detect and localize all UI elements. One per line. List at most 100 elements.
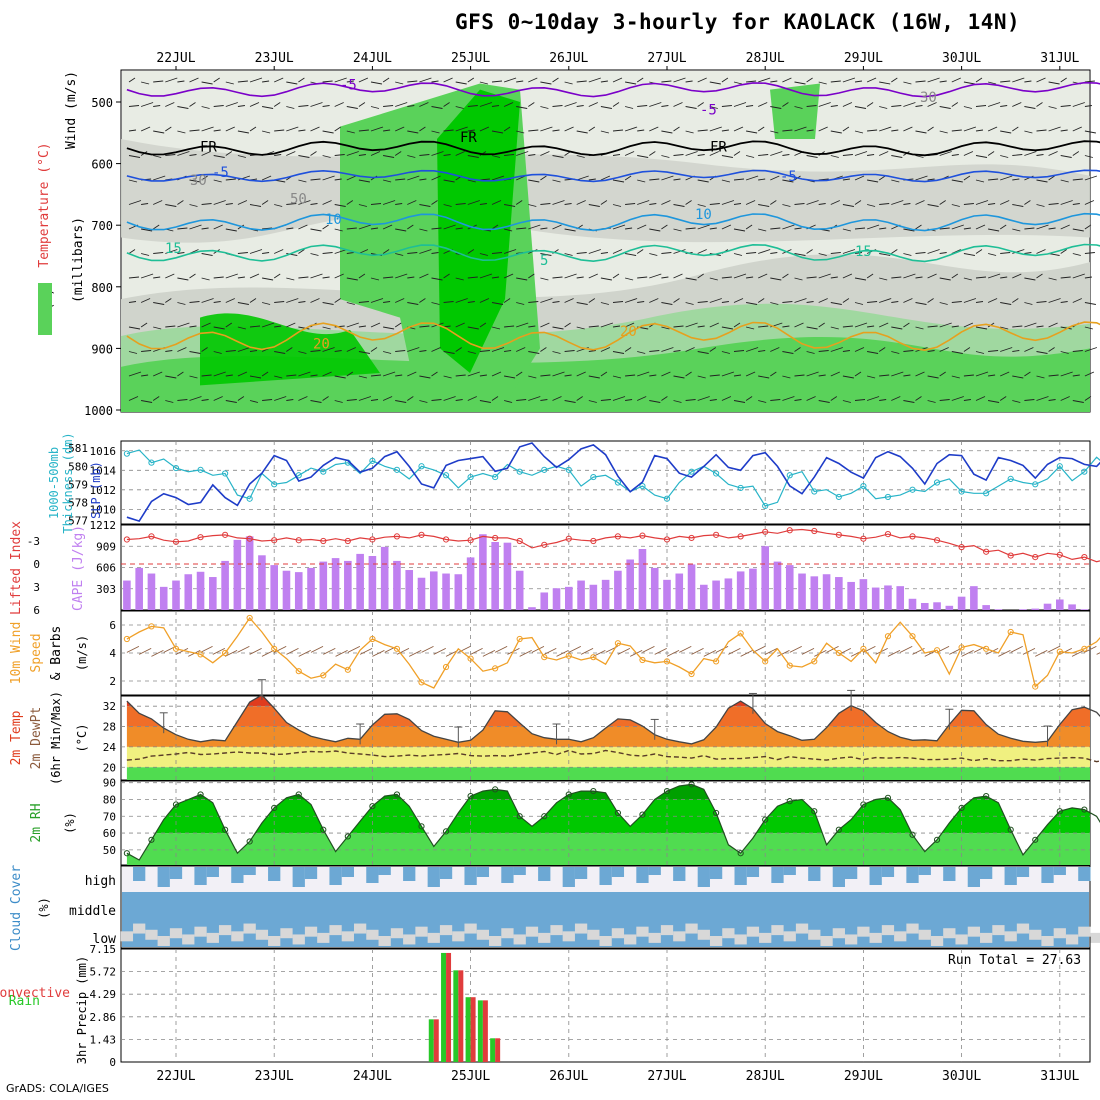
wind-barb — [963, 81, 975, 85]
cloud-high-cell — [133, 867, 146, 881]
surface-wind-barb — [519, 649, 532, 657]
wind-barb — [673, 298, 680, 303]
wind-barb — [661, 130, 673, 134]
cape-bar — [209, 577, 217, 610]
wind-barb — [625, 81, 637, 85]
wind-barb — [1000, 276, 1008, 279]
lifted-index-series-point — [295, 537, 302, 544]
lifted-index-series-point — [442, 536, 450, 543]
wind-barb — [939, 106, 951, 109]
cape-bar — [466, 557, 475, 610]
wind-barb — [261, 130, 271, 134]
wind-barb — [552, 396, 562, 401]
wind-barb — [624, 151, 635, 156]
precip-convective-bar — [470, 997, 476, 1062]
wind-barb — [201, 277, 210, 281]
cape-bar — [479, 534, 487, 610]
wind-barb — [140, 322, 148, 328]
lifted-index-series — [126, 528, 1100, 563]
wind-barb — [322, 130, 334, 134]
contour-label: 10 — [325, 212, 342, 228]
wind-barb — [528, 375, 537, 379]
wind-barb — [153, 200, 163, 205]
wind-barb — [891, 326, 903, 330]
wind-barb — [395, 400, 407, 403]
wind-barb — [927, 298, 934, 303]
wind-barb — [637, 129, 645, 132]
wind-barb — [261, 175, 272, 181]
wind-barb — [455, 277, 464, 281]
y-tick-label-upper: 900 — [91, 342, 113, 356]
wind-barb — [503, 228, 513, 232]
wind-barb — [625, 374, 636, 377]
wind-barb — [298, 396, 308, 401]
wind-barb — [419, 178, 427, 181]
wind-barb — [758, 228, 767, 232]
wind-barb — [443, 375, 452, 379]
wind-barb — [262, 106, 274, 109]
wind-barb — [745, 326, 755, 330]
rh-tick-label: 60 — [103, 827, 116, 840]
cape-bar — [675, 573, 684, 610]
cape-bar — [294, 572, 303, 610]
wind-barb — [733, 178, 745, 181]
cloud-high-cell — [943, 867, 956, 881]
wind-barb — [177, 277, 189, 281]
cloud-high-cell — [881, 867, 895, 877]
wind-barb — [431, 347, 441, 352]
wind-barb — [237, 252, 248, 254]
lifted-index-series-point — [663, 536, 671, 543]
wind-barb — [213, 276, 224, 279]
wind-barb — [1060, 179, 1069, 183]
wind-barb — [600, 130, 610, 134]
wind-barb — [891, 351, 900, 354]
wind-barb — [830, 347, 843, 352]
ylabel-millibars: (millibars) — [71, 217, 86, 303]
rh-2m-series-point — [884, 794, 892, 801]
wind-barb — [322, 252, 333, 254]
wind-barb — [867, 351, 879, 354]
wind-barb — [237, 326, 247, 330]
cloud-low-cell — [648, 932, 661, 943]
wind-speed-series-point — [344, 666, 351, 673]
precip-total-bar — [428, 1019, 434, 1062]
y-tick-label-upper: 500 — [91, 96, 113, 110]
ylabel-cloud-2: (%) — [37, 897, 51, 919]
wind-barb — [988, 400, 1000, 403]
cloud-high-cell — [464, 867, 477, 885]
wind-barb — [673, 350, 681, 352]
wind-barb — [237, 105, 245, 107]
contour-minus5 — [126, 169, 1100, 183]
rh-2m-series-point — [1056, 808, 1063, 815]
surface-wind-barb — [482, 649, 496, 657]
contour-label: FR — [460, 130, 477, 146]
rh-2m-series-point — [860, 801, 867, 808]
wind-barb — [346, 200, 354, 205]
slp-tick-label: 1010 — [90, 503, 117, 516]
wind-barb — [588, 102, 598, 107]
wind-barb — [697, 129, 708, 132]
rh-tick-label: 70 — [103, 810, 116, 823]
wind-barb — [467, 371, 480, 377]
wind-tick-label: 2 — [109, 675, 116, 688]
wind-barb — [346, 302, 355, 305]
wind-barb — [491, 347, 505, 352]
wind-barb — [177, 80, 185, 83]
cloud-low-cell — [673, 931, 686, 942]
wind-barb — [612, 325, 621, 328]
cape-bar — [454, 574, 463, 610]
cloud-low-cell — [415, 926, 428, 937]
rh-2m-series-point — [197, 791, 204, 798]
wind-barb — [262, 277, 274, 281]
wind-barb — [745, 200, 756, 205]
cloud-level-label: middle — [69, 904, 116, 919]
wind-barb — [503, 400, 513, 403]
wind-barb — [491, 276, 500, 279]
precip-convective-bar — [495, 1038, 501, 1062]
surface-wind-barb — [298, 649, 311, 657]
wind-barb — [249, 350, 258, 352]
wind-barb — [1024, 277, 1036, 281]
day-label-bottom: 24JUL — [353, 1069, 392, 1084]
wind-barb — [806, 249, 813, 254]
